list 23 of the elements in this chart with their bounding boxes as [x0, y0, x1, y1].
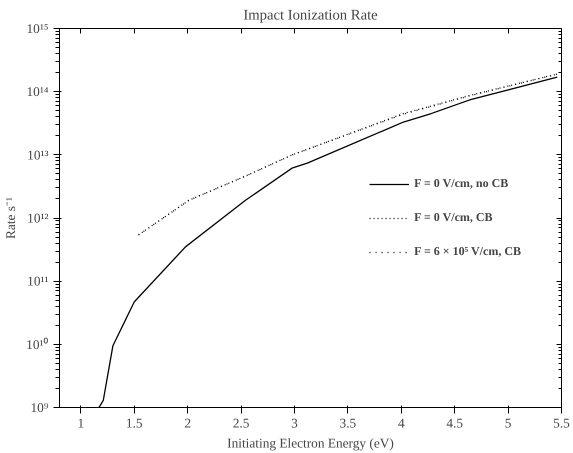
x-tick-label: 1 [78, 416, 84, 430]
x-tick-label: 4.5 [446, 416, 464, 430]
chart-title: Impact Ionization Rate [243, 8, 378, 24]
y-tick-label: 10¹⁵ [26, 21, 49, 36]
x-tick-label: 3 [291, 416, 298, 430]
legend-label: F = 6 × 10⁵ V/cm, CB [414, 244, 521, 259]
y-tick-label: 10¹⁴ [26, 84, 49, 100]
x-tick-label: 2 [184, 416, 192, 430]
legend-label: F = 0 V/cm, CB [414, 210, 493, 225]
legend-label: F = 0 V/cm, no CB [414, 176, 508, 191]
x-tick-label: 3.5 [340, 416, 357, 430]
x-tick-label: 5 [504, 416, 512, 430]
x-tick-label: 4 [398, 416, 405, 430]
y-tick-label: 10¹⁰ [26, 336, 49, 352]
y-tick-label: 10⁹ [30, 400, 49, 415]
y-tick-label: 10¹² [27, 210, 49, 226]
x-tick-label: 5.5 [553, 416, 570, 430]
x-axis-title: Initiating Electron Energy (eV) [227, 436, 394, 450]
x-tick-label: 1.5 [126, 416, 143, 430]
y-tick-label: 10¹³ [27, 147, 49, 162]
x-tick-label: 2.5 [232, 416, 250, 430]
y-axis-title: Rate s⁻¹ [3, 197, 18, 239]
y-tick-label: 10¹¹ [27, 274, 49, 289]
